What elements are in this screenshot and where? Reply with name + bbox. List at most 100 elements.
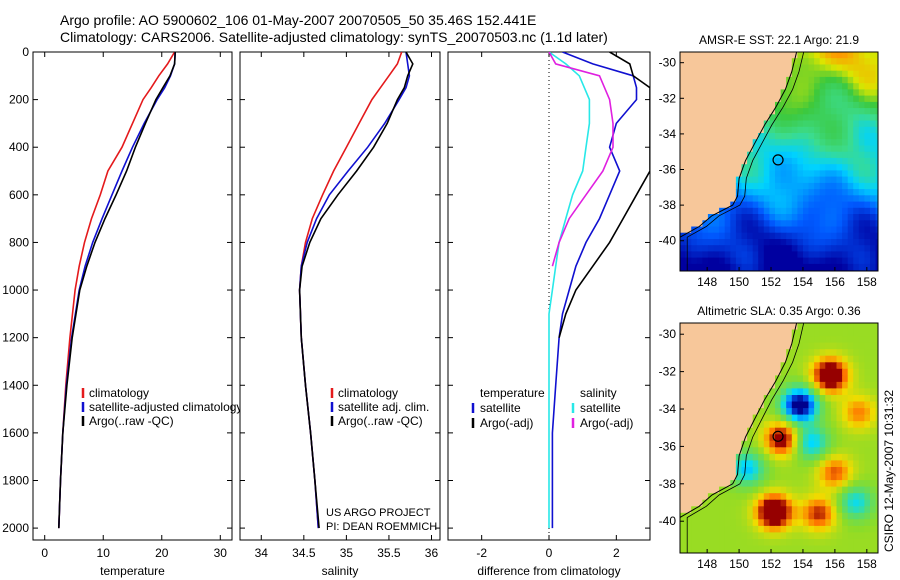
map-cell <box>791 70 798 78</box>
map-cell <box>696 245 703 252</box>
map-cell <box>858 89 865 97</box>
map-cell <box>791 220 798 228</box>
map-cell <box>724 519 731 527</box>
map-cell <box>803 480 810 488</box>
map-cell <box>853 226 860 234</box>
legend-label: satellite <box>480 401 521 415</box>
map-cell <box>870 480 877 488</box>
map-cell <box>870 453 877 461</box>
map-cell <box>769 545 776 553</box>
map-cell <box>858 362 865 370</box>
map-cell <box>842 381 849 389</box>
map-cell <box>864 480 871 488</box>
map-cell <box>864 133 871 140</box>
map-cell <box>803 362 810 370</box>
map-cell <box>803 381 810 389</box>
map-cell <box>842 189 849 196</box>
map-cell <box>864 201 871 209</box>
map-cell <box>730 493 737 501</box>
map-cell <box>803 70 810 78</box>
map-cell <box>702 245 709 252</box>
map-cell <box>769 232 776 240</box>
map-cell <box>730 245 737 252</box>
map-cell <box>814 506 821 514</box>
map-cell <box>836 473 843 481</box>
map-cell <box>847 512 854 520</box>
map-cell <box>825 176 832 184</box>
map-cell <box>814 108 821 115</box>
map-cell <box>758 506 765 514</box>
map-cell <box>842 401 849 409</box>
map-cell <box>803 182 810 190</box>
map-cell <box>830 336 838 344</box>
map-cell <box>741 467 748 475</box>
map-cell <box>875 251 878 259</box>
map-cell <box>842 395 849 403</box>
map-cell <box>803 368 810 376</box>
map-cell <box>864 139 871 146</box>
map-cell <box>758 480 765 488</box>
map-cell <box>830 368 838 376</box>
map-cell <box>825 355 832 363</box>
x-axis-label: temperature <box>100 564 165 578</box>
y-tick-label: 800 <box>9 235 29 249</box>
map-cell <box>752 493 759 501</box>
map-cell <box>769 214 776 221</box>
map-cell <box>758 201 765 209</box>
map-cell <box>842 263 849 271</box>
map-cell <box>758 220 765 228</box>
map-cell <box>797 58 804 65</box>
map-cell <box>803 539 810 547</box>
map-cell <box>808 388 815 396</box>
map-cell <box>775 493 782 501</box>
map-cell <box>763 257 770 265</box>
map-cell <box>724 512 731 520</box>
map-cell <box>713 519 720 527</box>
map-cell <box>791 545 798 553</box>
map-cell <box>814 257 821 265</box>
map-cell <box>825 362 832 370</box>
map-cell <box>825 182 832 190</box>
x-tick-label: 156 <box>825 557 845 571</box>
map-cell <box>758 170 765 178</box>
map-cell <box>875 64 878 72</box>
map-cell <box>847 395 854 403</box>
map-field <box>680 52 878 271</box>
map-cell <box>847 375 854 383</box>
map-cell <box>791 421 798 429</box>
map-cell <box>825 506 832 514</box>
map-cell <box>825 220 832 228</box>
map-cell <box>825 460 832 468</box>
map-cell <box>864 381 871 389</box>
map-cell <box>803 189 810 196</box>
map-cell <box>808 83 815 90</box>
map-cell <box>819 101 826 109</box>
map-cell <box>830 532 838 540</box>
map-cell <box>825 525 832 533</box>
map-cell <box>830 52 838 59</box>
map-cell <box>819 245 826 252</box>
map-cell <box>775 447 782 455</box>
profile-panels: 0 10 20 30temperature0200400600800100012001… <box>2 45 651 578</box>
y-tick-label: -34 <box>659 402 677 416</box>
map-cell <box>847 58 854 65</box>
map-cell <box>875 395 878 403</box>
map-cell <box>814 414 821 422</box>
map-cell <box>786 182 793 190</box>
map-cell <box>747 245 754 252</box>
map-cell <box>814 447 821 455</box>
map-cell <box>836 323 843 331</box>
map-cell <box>758 421 765 429</box>
map-cell <box>797 467 804 475</box>
map-cell <box>780 545 787 553</box>
map-cell <box>758 414 765 422</box>
map-cell <box>808 139 815 146</box>
map-cell <box>858 126 865 134</box>
map-cell <box>713 532 720 540</box>
map-cell <box>724 232 731 240</box>
map-cell <box>858 263 865 271</box>
map-cell <box>707 232 715 240</box>
map-cell <box>735 245 743 252</box>
map-cell <box>797 493 804 501</box>
map-cell <box>842 226 849 234</box>
